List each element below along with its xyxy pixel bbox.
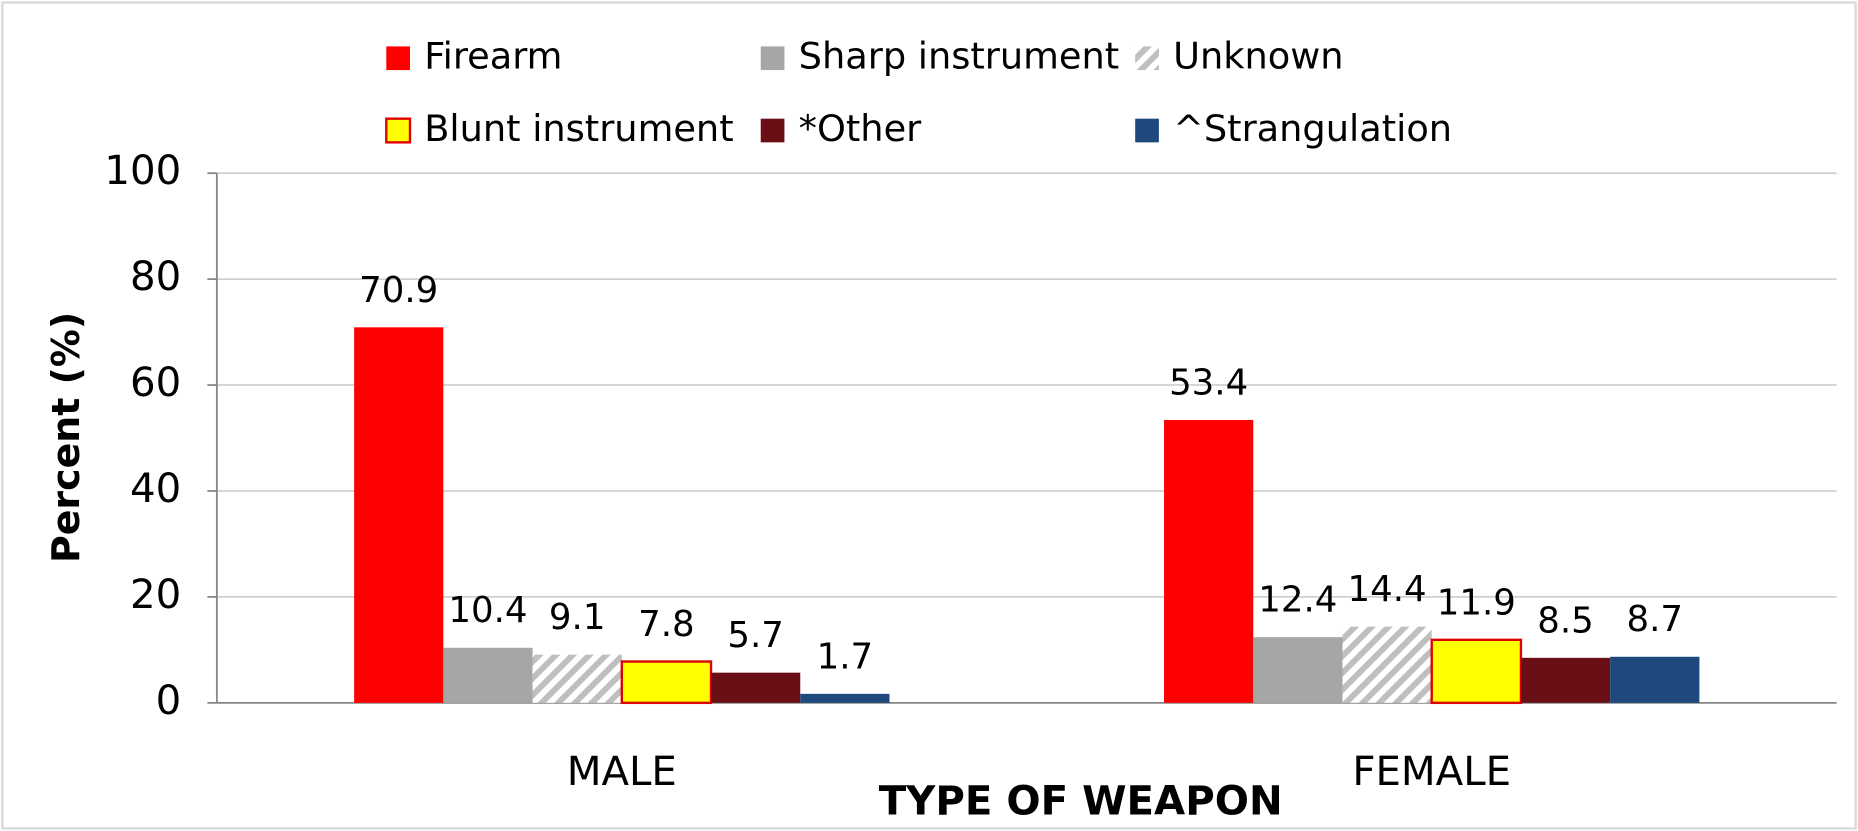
bar (1253, 637, 1343, 703)
y-tick-label: 60 (130, 360, 181, 406)
bar (532, 654, 622, 703)
legend-swatch (760, 118, 785, 143)
y-tick-label: 100 (104, 148, 181, 194)
bar (443, 647, 533, 703)
bar (1342, 626, 1432, 703)
bar (354, 327, 444, 703)
value-label: 7.8 (638, 604, 695, 645)
x-axis-title: TYPE OF WEAPON (879, 779, 1283, 825)
legend-label: Sharp instrument (799, 35, 1120, 78)
legend-swatch (760, 46, 785, 71)
bar (1430, 638, 1523, 705)
bar (1164, 420, 1254, 703)
legend-label: Firearm (424, 35, 562, 78)
bar (1520, 657, 1611, 703)
x-tick-label: MALE (567, 749, 677, 795)
bar (1610, 656, 1700, 703)
y-axis-title: Percent (%) (44, 312, 88, 563)
y-tick-label: 0 (156, 678, 182, 724)
legend-swatch (1135, 46, 1159, 71)
value-label: 8.7 (1627, 599, 1684, 640)
y-tick-label: 20 (130, 572, 181, 618)
y-tick-label: 80 (130, 254, 181, 300)
legend-label: *Other (799, 107, 923, 150)
y-tick-label: 40 (130, 466, 181, 512)
bar (620, 660, 713, 705)
value-label: 14.4 (1348, 569, 1427, 610)
legend-label: Blunt instrument (424, 107, 733, 150)
value-label: 8.5 (1537, 600, 1594, 641)
value-label: 10.4 (448, 590, 527, 631)
bar (800, 693, 890, 703)
value-label: 12.4 (1258, 580, 1337, 621)
value-label: 70.9 (359, 270, 438, 311)
value-label: 9.1 (549, 597, 606, 638)
legend-label: Unknown (1173, 35, 1343, 78)
legend-swatch (385, 117, 412, 144)
x-tick-label: FEMALE (1352, 749, 1511, 795)
value-label: 1.7 (817, 636, 874, 677)
value-label: 5.7 (727, 615, 784, 656)
legend-swatch (1135, 118, 1159, 143)
legend-swatch (386, 46, 410, 71)
bar (711, 672, 801, 703)
value-label: 53.4 (1169, 362, 1248, 403)
value-label: 11.9 (1437, 582, 1516, 623)
legend-label: ^Strangulation (1173, 107, 1452, 150)
